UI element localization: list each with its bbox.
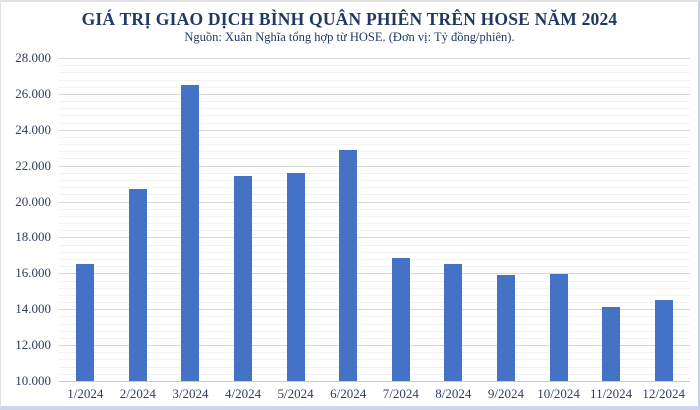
minor-gridline bbox=[59, 337, 690, 339]
minor-gridline bbox=[59, 187, 690, 189]
minor-gridline bbox=[59, 294, 690, 296]
minor-gridline bbox=[59, 352, 690, 354]
minor-gridline bbox=[59, 251, 690, 253]
y-tick-label: 22.000 bbox=[15, 157, 51, 173]
y-tick-label: 10.000 bbox=[15, 373, 51, 388]
minor-gridline bbox=[59, 258, 690, 260]
minor-gridline bbox=[59, 266, 690, 268]
minor-gridline bbox=[59, 122, 690, 124]
minor-gridline bbox=[59, 144, 690, 146]
minor-gridline bbox=[59, 323, 690, 325]
x-tick-label: 3/2024 bbox=[172, 386, 209, 401]
bar-1/2024 bbox=[76, 264, 95, 381]
x-tick-label: 8/2024 bbox=[435, 386, 472, 401]
minor-gridline bbox=[59, 359, 690, 361]
minor-gridline bbox=[59, 230, 690, 232]
bar-4/2024 bbox=[234, 176, 253, 381]
major-gridline bbox=[59, 237, 690, 239]
bar-2/2024 bbox=[128, 188, 147, 381]
y-tick-label: 12.000 bbox=[15, 337, 51, 353]
x-tick-label: 9/2024 bbox=[487, 386, 524, 401]
minor-gridline bbox=[59, 302, 690, 304]
chart-title: GIÁ TRỊ GIAO DỊCH BÌNH QUÂN PHIÊN TRÊN H… bbox=[81, 9, 618, 29]
minor-gridline bbox=[59, 151, 690, 153]
plot-area bbox=[59, 58, 690, 382]
minor-gridline bbox=[59, 72, 690, 74]
major-gridline bbox=[59, 58, 690, 59]
minor-gridline bbox=[59, 108, 690, 110]
x-tick-label: 2/2024 bbox=[119, 386, 156, 401]
bar-3/2024 bbox=[181, 84, 200, 381]
x-tick-label: 10/2024 bbox=[537, 386, 580, 401]
x-tick-label: 4/2024 bbox=[224, 386, 262, 401]
minor-gridline bbox=[59, 244, 690, 246]
y-tick-label: 20.000 bbox=[15, 193, 51, 209]
x-tick-label: 7/2024 bbox=[382, 386, 419, 401]
minor-gridline bbox=[59, 136, 690, 138]
bar-10/2024 bbox=[549, 274, 568, 381]
minor-gridline bbox=[59, 86, 690, 88]
bar-9/2024 bbox=[496, 275, 515, 381]
bar-11/2024 bbox=[602, 306, 621, 381]
bar-6/2024 bbox=[339, 149, 358, 381]
x-tick-label: 11/2024 bbox=[590, 386, 633, 401]
bar-12/2024 bbox=[654, 300, 673, 381]
minor-gridline bbox=[59, 366, 690, 368]
y-tick-label: 16.000 bbox=[15, 265, 51, 281]
x-tick-label: 6/2024 bbox=[330, 386, 367, 401]
minor-gridline bbox=[59, 208, 690, 210]
bar-5/2024 bbox=[286, 172, 305, 381]
bar-7/2024 bbox=[391, 258, 410, 381]
minor-gridline bbox=[59, 194, 690, 196]
minor-gridline bbox=[59, 223, 690, 225]
y-tick-label: 14.000 bbox=[15, 301, 51, 317]
minor-gridline bbox=[59, 287, 690, 289]
major-gridline bbox=[59, 309, 690, 311]
x-tick-label: 1/2024 bbox=[67, 386, 104, 401]
major-gridline bbox=[59, 201, 690, 203]
minor-gridline bbox=[59, 172, 690, 174]
minor-gridline bbox=[59, 330, 690, 332]
chart-subtitle: Nguồn: Xuân Nghĩa tổng hợp từ HOSE. (Đơn… bbox=[184, 30, 515, 44]
major-gridline bbox=[59, 165, 690, 167]
bar-8/2024 bbox=[444, 264, 463, 381]
minor-gridline bbox=[59, 316, 690, 318]
minor-gridline bbox=[59, 101, 690, 103]
minor-gridline bbox=[59, 373, 690, 375]
minor-gridline bbox=[59, 79, 690, 81]
minor-gridline bbox=[59, 65, 690, 67]
minor-gridline bbox=[59, 180, 690, 182]
y-tick-label: 18.000 bbox=[15, 229, 51, 245]
major-gridline bbox=[59, 93, 690, 95]
minor-gridline bbox=[59, 158, 690, 160]
minor-gridline bbox=[59, 115, 690, 117]
major-gridline bbox=[59, 273, 690, 275]
x-tick-label: 12/2024 bbox=[642, 386, 685, 401]
y-tick-label: 26.000 bbox=[15, 85, 51, 101]
y-tick-label: 24.000 bbox=[15, 121, 51, 137]
y-tick-label: 28.000 bbox=[15, 50, 51, 65]
minor-gridline bbox=[59, 280, 690, 282]
minor-gridline bbox=[59, 215, 690, 217]
major-gridline bbox=[59, 129, 690, 131]
major-gridline bbox=[59, 345, 690, 347]
major-gridline bbox=[59, 381, 690, 382]
x-tick-label: 5/2024 bbox=[277, 386, 314, 401]
